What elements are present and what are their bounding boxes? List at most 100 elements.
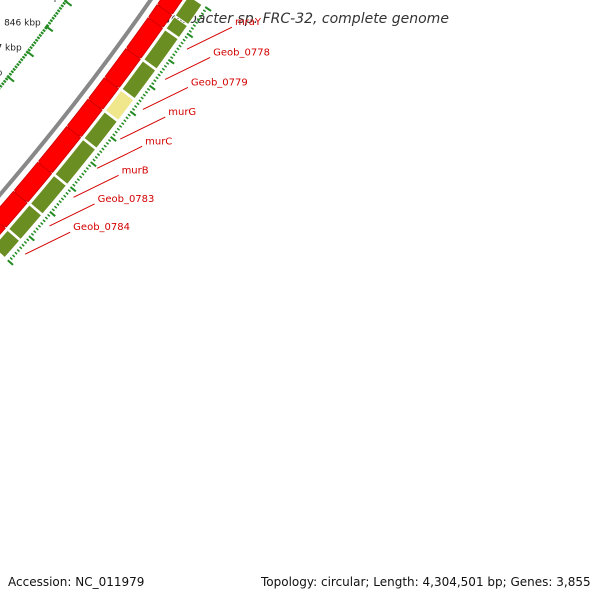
scale-dot [36, 36, 41, 40]
outer-tick [172, 53, 176, 57]
cog-segment [7, 204, 43, 241]
scale-dot [10, 70, 15, 74]
cog-segment [143, 29, 179, 70]
outer-tick [159, 70, 163, 74]
outer-tick [23, 240, 28, 245]
outer-tick [194, 21, 199, 25]
outer-tick [198, 15, 203, 19]
outer-tick [87, 164, 92, 168]
gene-leader-line [120, 116, 166, 140]
outer-tick [114, 130, 118, 134]
outer-tick [116, 127, 120, 131]
outer-tick [44, 216, 49, 220]
outer-tick [35, 227, 39, 231]
outer-tick [202, 9, 207, 13]
outer-tick [151, 82, 155, 86]
outer-tick [118, 124, 123, 128]
scale-dot [53, 14, 57, 18]
outer-tick [63, 194, 67, 198]
scale-dot [34, 38, 39, 42]
major-tick [6, 75, 15, 83]
scale-dot [27, 48, 31, 52]
outer-tick-marks [7, 6, 212, 266]
scale-dot [8, 72, 13, 76]
scale-dot [49, 18, 54, 23]
outer-tick [188, 29, 192, 33]
outer-tick [127, 113, 131, 117]
outer-tick [103, 144, 107, 148]
backbone [0, 0, 153, 198]
map-title: Geobacter sp. FRC-32, complete genome [160, 11, 449, 27]
outer-tick [178, 44, 182, 48]
outer-tick [161, 67, 165, 71]
outer-tick [121, 122, 125, 126]
outer-tick [107, 139, 112, 143]
gene-label: murC [145, 136, 172, 147]
outer-tick [72, 183, 76, 187]
outer-tick [99, 150, 103, 154]
scale-dot [47, 21, 52, 25]
scale-dot [51, 16, 55, 20]
outer-tick [37, 224, 42, 228]
scale-dot [12, 67, 16, 72]
cog-segment [174, 0, 203, 26]
outer-tick [53, 205, 58, 209]
outer-tick [180, 41, 184, 45]
outer-tick [186, 32, 194, 39]
topology-text: Topology: circular; Length: 4,304,501 bp… [260, 575, 591, 589]
outer-tick [144, 90, 149, 94]
scale-dot [40, 31, 44, 35]
outer-tick [136, 102, 140, 106]
outer-tick [14, 251, 18, 255]
outer-tick [96, 153, 101, 157]
cog-segment [29, 174, 68, 215]
tick-label: 847 kbp [0, 43, 22, 53]
scale-dot [16, 62, 20, 67]
outer-tick [21, 243, 25, 247]
cog-segment [54, 138, 97, 186]
outer-tick [105, 141, 110, 145]
outer-tick [78, 175, 83, 179]
outer-tick [174, 50, 178, 54]
scale-dot [14, 65, 18, 69]
major-tick [25, 50, 35, 58]
tick-label: 845 kbp [23, 0, 60, 3]
outer-tick [28, 235, 35, 242]
scale-dot [0, 84, 3, 88]
scale-dot [19, 57, 24, 62]
outer-tick [112, 133, 116, 137]
outer-tick [182, 38, 186, 42]
outer-tick [16, 248, 20, 253]
gene-leader-line [164, 57, 211, 80]
outer-tick [76, 178, 81, 182]
tick-marks: 843 kbp844 kbp845 kbp846 kbp847 kbp848 k… [0, 0, 73, 83]
scale-dot [21, 55, 26, 59]
outer-tick [155, 76, 159, 80]
scale-dot [31, 43, 35, 47]
outer-tick [58, 200, 62, 204]
outer-tick [196, 18, 201, 22]
outer-tick [140, 96, 144, 100]
gene-labels: mraY Geob_0778 Geob_0779 murG murC murB Geob_0… [24, 17, 270, 255]
scale-dot [44, 26, 48, 30]
outer-tick [69, 186, 77, 193]
outer-tick [9, 257, 13, 261]
cog-segment [121, 60, 157, 100]
outer-tick [204, 6, 212, 12]
cds-arrow [0, 223, 6, 235]
gene-leader-line [96, 145, 143, 169]
outer-tick [167, 58, 175, 65]
outer-tick [81, 172, 85, 176]
gene-leader-line [186, 26, 233, 50]
outer-tick [65, 191, 69, 195]
major-tick [63, 0, 73, 7]
outer-tick [109, 136, 117, 142]
outer-tick [12, 254, 16, 258]
scale-dot [2, 79, 7, 84]
outer-tick [190, 26, 194, 30]
scale-dot [45, 23, 50, 28]
gene-label: murB [122, 165, 149, 176]
gene-label: Geob_0784 [73, 222, 130, 233]
scale-dot [0, 82, 5, 86]
